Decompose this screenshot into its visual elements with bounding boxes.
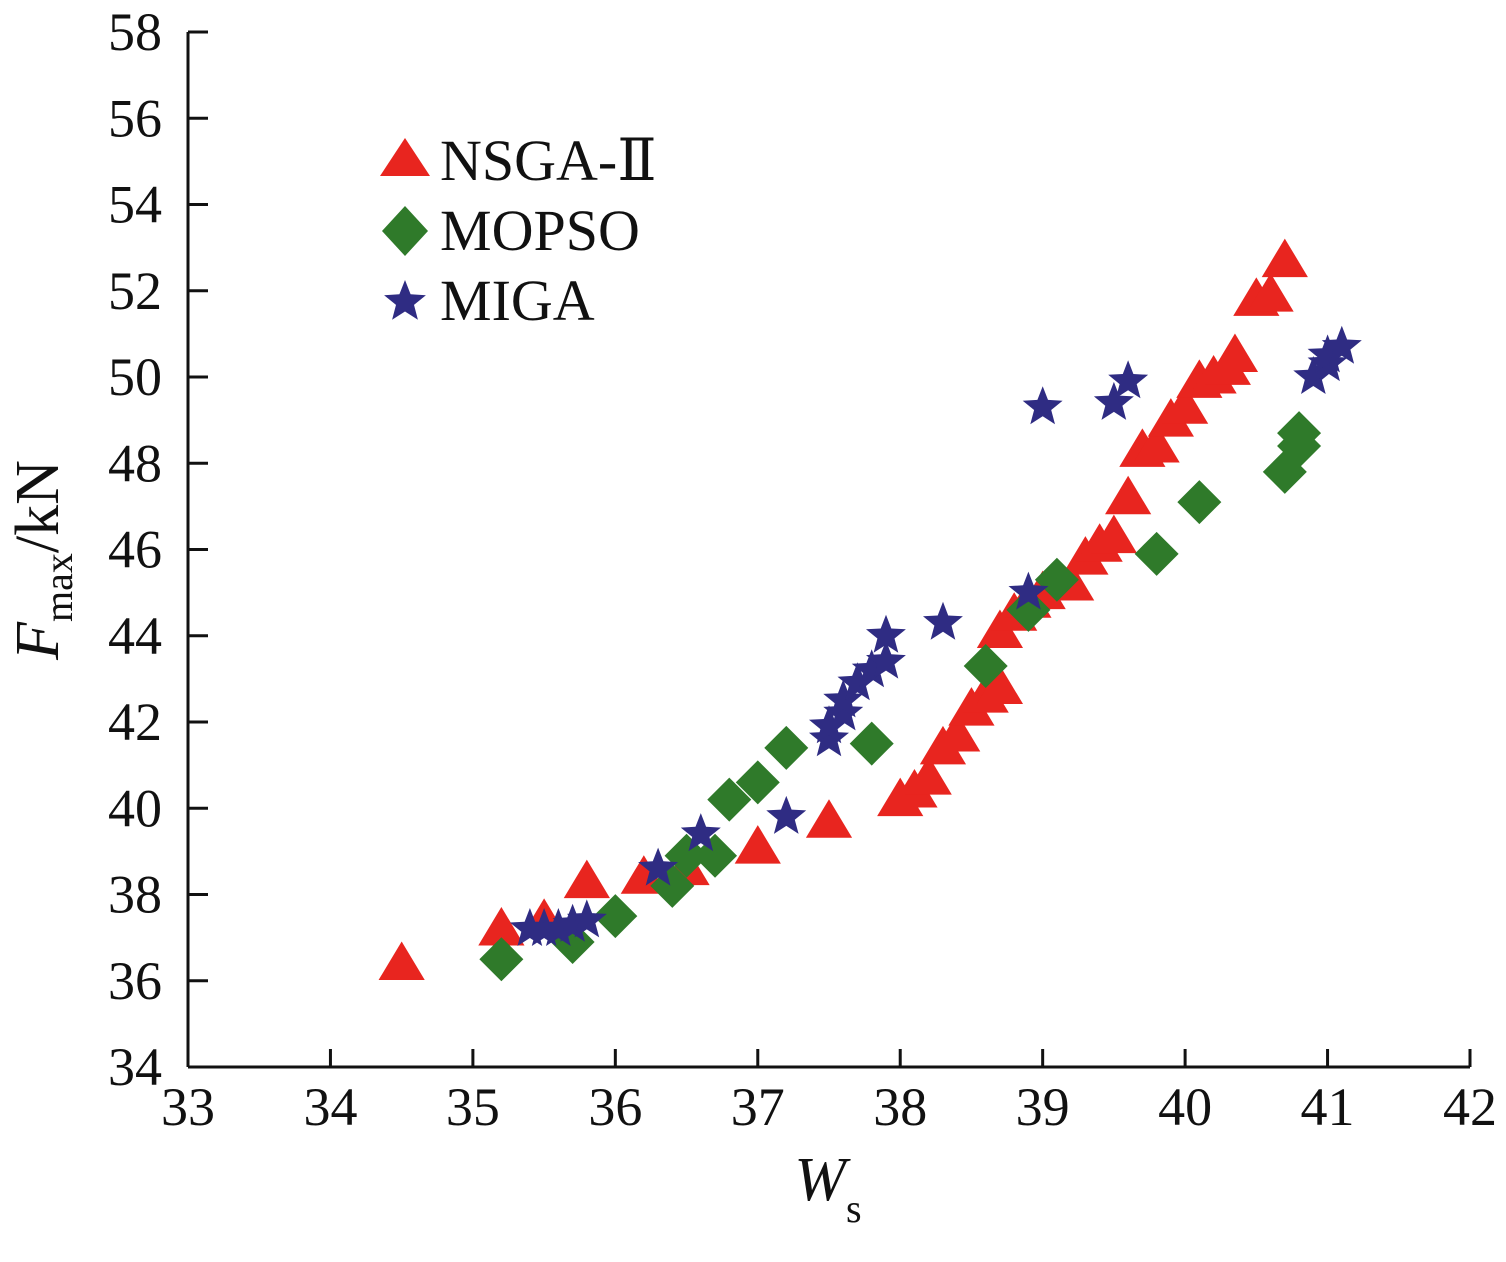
data-point-star bbox=[1022, 386, 1063, 425]
y-tick-label: 58 bbox=[108, 2, 162, 62]
x-tick-label: 41 bbox=[1301, 1077, 1355, 1137]
x-axis-title-subscript: s bbox=[846, 1186, 862, 1231]
x-tick-label: 38 bbox=[873, 1077, 927, 1137]
data-points bbox=[378, 238, 1362, 982]
data-point-star bbox=[1293, 356, 1334, 394]
data-point-star bbox=[809, 718, 849, 757]
data-point-diamond bbox=[963, 643, 1008, 688]
y-tick-label: 44 bbox=[108, 606, 162, 666]
y-tick-label: 54 bbox=[108, 175, 162, 235]
x-tick-label: 34 bbox=[303, 1077, 357, 1137]
data-point-diamond bbox=[849, 721, 894, 766]
data-point-diamond bbox=[1134, 531, 1179, 576]
y-axis-title-subscript: max bbox=[36, 553, 81, 622]
y-tick-label: 38 bbox=[108, 865, 162, 925]
data-point-star bbox=[851, 649, 892, 688]
data-point-diamond bbox=[1006, 587, 1051, 632]
data-point-diamond bbox=[1177, 480, 1222, 525]
data-point-triangle bbox=[563, 859, 610, 899]
data-point-triangle bbox=[478, 907, 525, 946]
data-point-star bbox=[866, 640, 906, 679]
y-tick-label: 48 bbox=[108, 433, 162, 493]
data-point-star bbox=[680, 813, 721, 852]
y-axis-title-main: F bbox=[4, 621, 72, 661]
y-axis-title-unit: /kN bbox=[4, 460, 72, 553]
data-point-triangle bbox=[1133, 424, 1180, 463]
y-tick-label: 40 bbox=[108, 778, 162, 838]
y-tick-label: 56 bbox=[108, 88, 162, 148]
data-point-star bbox=[823, 692, 864, 731]
data-point-triangle bbox=[1105, 475, 1152, 515]
x-tick-label: 33 bbox=[161, 1077, 215, 1137]
x-axis-title: Ws bbox=[794, 1146, 861, 1231]
data-point-triangle bbox=[905, 756, 952, 795]
x-axis-ticks: 33 34 35 36 37 38 39 40 41 42 bbox=[161, 1049, 1497, 1137]
data-point-star bbox=[638, 847, 678, 886]
data-point-diamond bbox=[479, 937, 524, 982]
data-point-triangle bbox=[934, 712, 981, 752]
axes bbox=[186, 32, 1470, 1069]
data-point-diamond bbox=[1277, 411, 1322, 456]
legend-label-miga: MIGA bbox=[440, 268, 595, 333]
data-point-triangle bbox=[805, 799, 853, 838]
legend-star-icon bbox=[384, 280, 426, 320]
data-point-triangle bbox=[1247, 273, 1294, 312]
y-tick-label: 52 bbox=[108, 261, 162, 321]
data-point-triangle bbox=[734, 825, 781, 864]
data-point-star bbox=[766, 795, 807, 834]
legend-item-miga: MIGA bbox=[384, 268, 595, 333]
data-point-diamond bbox=[593, 894, 638, 939]
data-point-triangle bbox=[1261, 238, 1308, 278]
data-point-diamond bbox=[707, 777, 752, 822]
y-tick-label: 34 bbox=[108, 1037, 162, 1097]
data-point-star bbox=[1093, 381, 1134, 420]
x-axis-title-main: W bbox=[794, 1146, 851, 1214]
data-point-star bbox=[538, 908, 579, 946]
legend-label-nsga: NSGA-Ⅱ bbox=[440, 128, 657, 193]
data-point-triangle bbox=[1211, 333, 1259, 372]
data-point-star bbox=[1008, 571, 1049, 610]
y-tick-label: 50 bbox=[108, 347, 162, 407]
data-point-diamond bbox=[735, 760, 780, 805]
x-tick-label: 42 bbox=[1443, 1077, 1497, 1137]
data-point-star bbox=[866, 614, 906, 653]
data-point-star bbox=[823, 679, 864, 718]
data-point-star bbox=[809, 705, 849, 744]
legend-label-mopso: MOPSO bbox=[440, 198, 640, 263]
data-point-diamond bbox=[1034, 557, 1079, 602]
data-point-star bbox=[923, 601, 963, 640]
data-point-star bbox=[1307, 334, 1348, 373]
x-tick-label: 39 bbox=[1016, 1077, 1070, 1137]
legend: NSGA-Ⅱ MOPSO MIGA bbox=[380, 128, 657, 333]
y-tick-label: 46 bbox=[108, 520, 162, 580]
data-point-star bbox=[837, 662, 878, 701]
x-tick-label: 36 bbox=[588, 1077, 642, 1137]
y-axis-ticks: 34 36 38 40 42 44 46 48 50 52 54 56 58 bbox=[108, 2, 208, 1097]
y-axis-title: Fmax/kN bbox=[4, 460, 81, 661]
legend-diamond-icon bbox=[382, 206, 428, 256]
legend-item-mopso: MOPSO bbox=[382, 198, 640, 263]
data-point-diamond bbox=[764, 725, 809, 770]
data-point-triangle bbox=[1090, 514, 1137, 554]
x-tick-label: 37 bbox=[731, 1077, 785, 1137]
data-point-star bbox=[552, 903, 593, 942]
data-point-triangle bbox=[1162, 385, 1209, 424]
series-diamond bbox=[479, 411, 1322, 982]
data-point-triangle bbox=[976, 665, 1024, 704]
y-tick-label: 42 bbox=[108, 692, 162, 752]
y-tick-label: 36 bbox=[108, 951, 162, 1011]
legend-item-nsga: NSGA-Ⅱ bbox=[380, 128, 657, 193]
series-star bbox=[509, 325, 1362, 946]
data-point-triangle bbox=[378, 941, 425, 980]
series-triangle bbox=[378, 238, 1308, 980]
legend-triangle-icon bbox=[380, 138, 430, 176]
x-tick-label: 35 bbox=[446, 1077, 500, 1137]
data-point-star bbox=[1321, 325, 1362, 364]
x-tick-label: 40 bbox=[1158, 1077, 1212, 1137]
data-point-star bbox=[1108, 360, 1149, 399]
data-point-star bbox=[566, 899, 607, 938]
